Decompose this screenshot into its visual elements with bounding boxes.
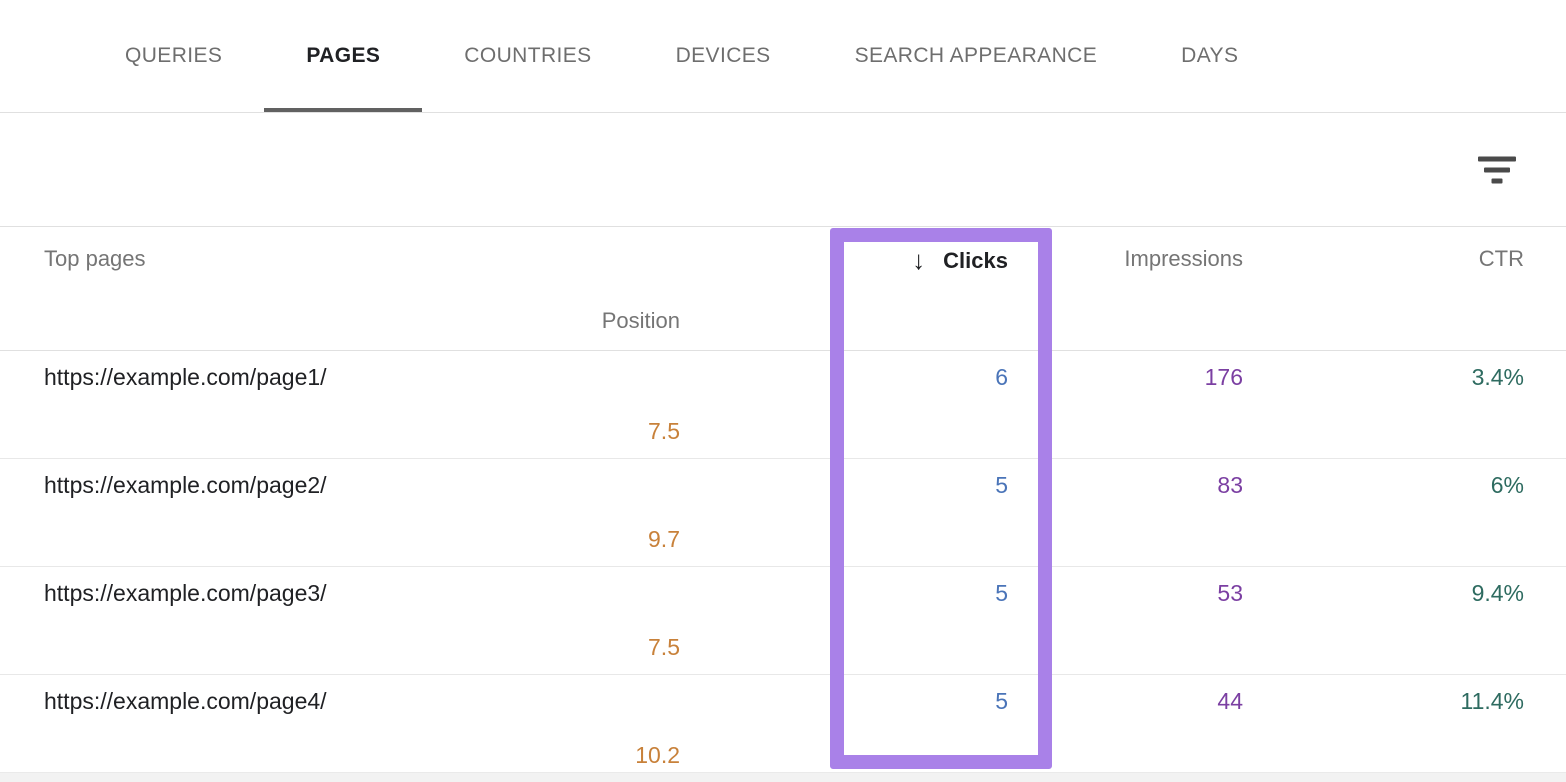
column-header-impressions[interactable]: Impressions [1124,246,1243,271]
tab-pages-label: PAGES [306,44,381,67]
column-header-position[interactable]: Position [601,307,680,333]
table-row[interactable]: https://example.com/page4/ 5 44 11.4% 10… [0,675,1566,782]
page-url[interactable]: https://example.com/page4/ [44,688,327,715]
ctr-value: 3.4% [1471,364,1524,391]
clicks-value: 5 [995,580,1008,607]
ctr-value: 11.4% [1460,688,1524,715]
table-row[interactable]: https://example.com/page1/ 6 176 3.4% 7.… [0,351,1566,459]
page-url[interactable]: https://example.com/page3/ [44,580,327,607]
ctr-value: 6% [1490,472,1524,499]
impressions-value: 176 [1204,364,1243,391]
column-header-top-pages[interactable]: Top pages [44,246,146,271]
clicks-value: 6 [995,364,1008,391]
position-value: 9.7 [648,525,680,552]
tab-devices-label: DEVICES [675,44,771,67]
impressions-value: 53 [1217,580,1243,607]
clicks-value: 5 [995,472,1008,499]
performance-tabs-bar: QUERIES PAGES COUNTRIES DEVICES SEARCH A… [0,0,1566,113]
tab-countries[interactable]: COUNTRIES [422,0,633,112]
position-value: 7.5 [648,417,680,444]
active-tab-indicator [264,108,423,112]
tab-queries-label: QUERIES [125,44,223,67]
table-row[interactable]: https://example.com/page2/ 5 83 6% 9.7 [0,459,1566,567]
filter-icon[interactable] [1478,156,1516,183]
sort-descending-icon: ↓ [912,244,926,275]
ctr-value: 9.4% [1471,580,1524,607]
position-value: 10.2 [635,741,680,768]
tab-pages[interactable]: PAGES [264,0,423,112]
column-header-clicks[interactable]: ↓ Clicks [912,244,1008,275]
table-toolbar [0,113,1566,227]
page-url[interactable]: https://example.com/page1/ [44,364,327,391]
tab-search-appearance[interactable]: SEARCH APPEARANCE [813,0,1140,112]
tab-countries-label: COUNTRIES [464,44,592,67]
column-header-ctr[interactable]: CTR [1478,246,1524,271]
impressions-value: 83 [1217,472,1243,499]
clicks-value: 5 [995,688,1008,715]
tab-queries[interactable]: QUERIES [83,0,264,112]
position-value: 7.5 [648,633,680,660]
table-header-row: Top pages ↓ Clicks Impressions CTR Positi… [0,227,1566,351]
tab-search-appearance-label: SEARCH APPEARANCE [854,44,1098,67]
tab-devices[interactable]: DEVICES [634,0,813,112]
tab-days-label: DAYS [1181,44,1239,67]
table-row[interactable]: https://example.com/page3/ 5 53 9.4% 7.5 [0,567,1566,675]
impressions-value: 44 [1217,688,1243,715]
page-url[interactable]: https://example.com/page2/ [44,472,327,499]
tab-days[interactable]: DAYS [1139,0,1280,112]
bottom-edge-strip [0,772,1566,782]
